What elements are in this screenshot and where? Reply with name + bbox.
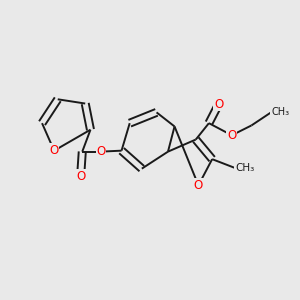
Text: O: O bbox=[50, 144, 59, 157]
Text: CH₃: CH₃ bbox=[271, 107, 289, 117]
Text: O: O bbox=[194, 179, 203, 192]
Text: O: O bbox=[227, 129, 236, 142]
Text: O: O bbox=[96, 145, 106, 158]
Text: O: O bbox=[76, 170, 85, 183]
Text: O: O bbox=[214, 98, 223, 111]
Text: CH₃: CH₃ bbox=[235, 163, 254, 173]
